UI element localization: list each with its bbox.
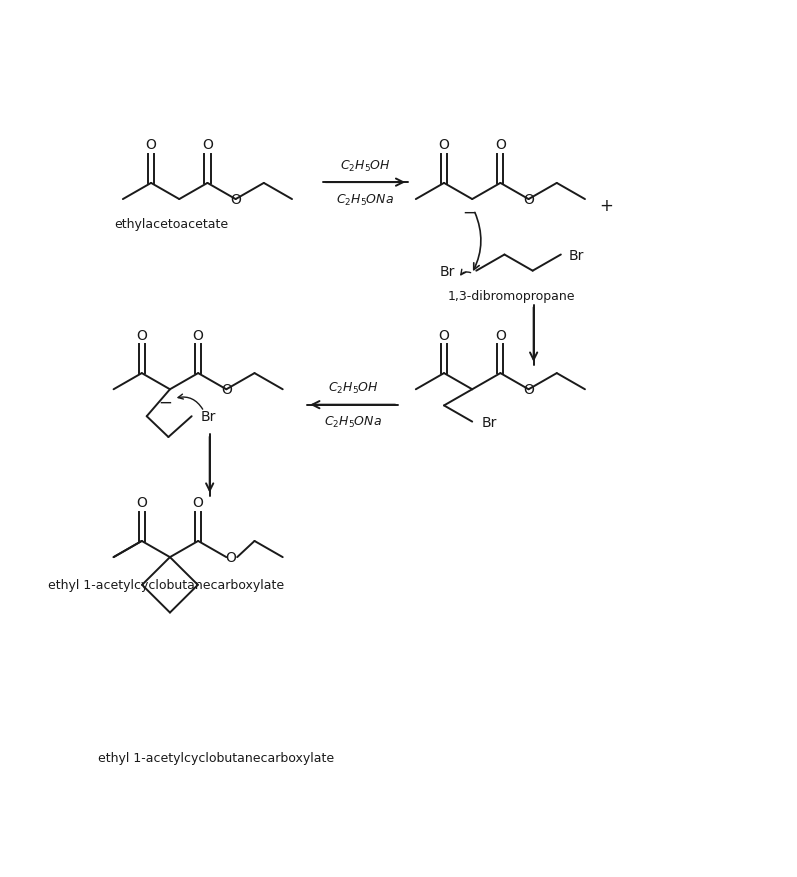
Text: 1,3-dibromopropane: 1,3-dibromopropane bbox=[447, 289, 575, 303]
Text: O: O bbox=[523, 383, 534, 396]
Text: Br: Br bbox=[568, 248, 584, 262]
Text: ethyl 1-acetylcyclobutanecarboxylate: ethyl 1-acetylcyclobutanecarboxylate bbox=[98, 751, 334, 764]
Text: $C_2H_5ONa$: $C_2H_5ONa$ bbox=[336, 192, 395, 207]
Text: $C_2H_5OH$: $C_2H_5OH$ bbox=[328, 381, 379, 396]
Text: ethylacetoacetate: ethylacetoacetate bbox=[115, 218, 229, 231]
Text: O: O bbox=[136, 496, 147, 510]
Text: ethyl 1-acetylcyclobutanecarboxylate: ethyl 1-acetylcyclobutanecarboxylate bbox=[48, 578, 284, 591]
Text: Br: Br bbox=[201, 410, 217, 424]
Text: O: O bbox=[193, 496, 203, 510]
Text: Br: Br bbox=[481, 415, 497, 429]
Text: O: O bbox=[230, 193, 241, 207]
Text: −: − bbox=[462, 203, 476, 221]
Text: O: O bbox=[226, 551, 237, 565]
Text: O: O bbox=[438, 328, 450, 342]
Text: O: O bbox=[146, 139, 156, 153]
Text: O: O bbox=[136, 328, 147, 342]
Text: −: − bbox=[159, 393, 172, 411]
Text: $C_2H_5OH$: $C_2H_5OH$ bbox=[340, 159, 391, 174]
Text: O: O bbox=[523, 193, 534, 207]
Text: O: O bbox=[438, 139, 450, 153]
Text: $C_2H_5ONa$: $C_2H_5ONa$ bbox=[324, 415, 382, 430]
Text: O: O bbox=[221, 383, 232, 396]
Text: O: O bbox=[193, 328, 203, 342]
Text: O: O bbox=[495, 328, 506, 342]
Text: Br: Br bbox=[439, 264, 454, 278]
Text: O: O bbox=[202, 139, 213, 153]
Text: +: + bbox=[599, 197, 614, 215]
Text: O: O bbox=[495, 139, 506, 153]
